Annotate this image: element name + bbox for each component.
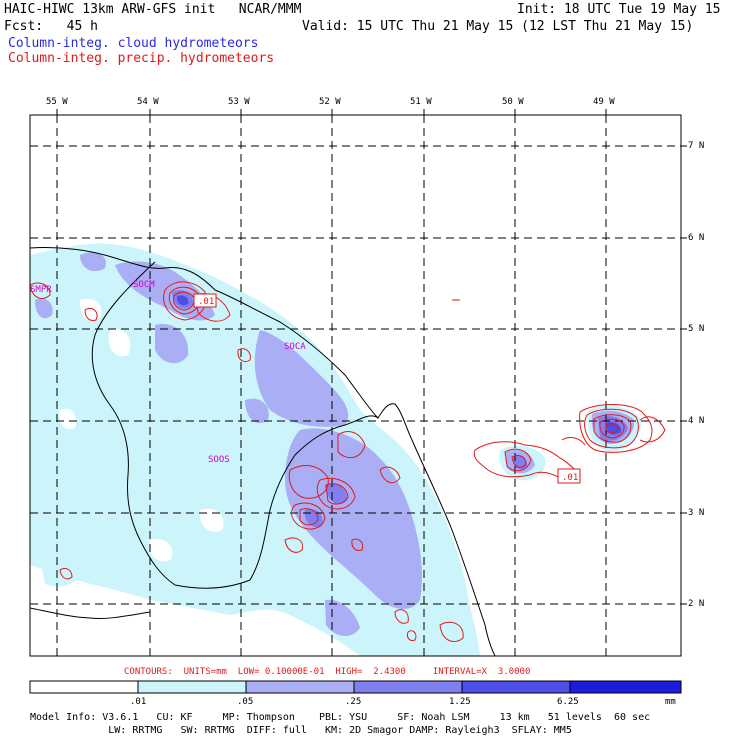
lon-label-50w: 50 W	[502, 97, 524, 107]
colorbar-bin-5	[569, 680, 682, 694]
contours-info: CONTOURS: UNITS=mm LOW= 0.10000E-01 HIGH…	[124, 667, 531, 677]
lon-label-55w: 55 W	[46, 97, 68, 107]
coastline	[30, 247, 496, 656]
map-title: HAIC-HIWC 13km ARW-GFS init NCAR/MMM	[4, 2, 302, 17]
legend-precip: Column-integ. precip. hydrometeors	[8, 51, 275, 66]
colorbar-label-0: .01	[130, 697, 147, 707]
lat-label-4n: 4 N	[688, 416, 705, 426]
colorbar-label-3: 1.25	[449, 697, 471, 707]
contour-label-1: .01	[198, 297, 214, 307]
colorbar-bin-3	[353, 680, 463, 694]
colorbar-bin-2	[245, 680, 355, 694]
lon-label-51w: 51 W	[410, 97, 432, 107]
colorbar-bin-4	[461, 680, 571, 694]
colorbar-units: mm	[665, 697, 676, 707]
lat-label-7n: 7 N	[688, 141, 705, 151]
valid-time: Valid: 15 UTC Thu 21 May 15 (12 LST Thu …	[302, 19, 694, 34]
lon-label-53w: 53 W	[228, 97, 250, 107]
station-label-smpr: SMPR	[30, 285, 52, 295]
map-frame	[29, 114, 682, 657]
lon-label-52w: 52 W	[319, 97, 341, 107]
lon-label-54w: 54 W	[137, 97, 159, 107]
lat-label-2n: 2 N	[688, 599, 705, 609]
station-label-soca: SOCA	[284, 342, 306, 352]
lat-label-3n: 3 N	[688, 508, 705, 518]
colorbar-label-2: .25	[345, 697, 362, 707]
colorbar-bin-0	[29, 680, 139, 694]
colorbar-label-1: .05	[237, 697, 254, 707]
init-time: Init: 18 UTC Tue 19 May 15	[517, 2, 721, 17]
lon-label-49w: 49 W	[593, 97, 615, 107]
colorbar-bin-1	[137, 680, 247, 694]
model-info-line2: LW: RRTMG SW: RRTMG DIFF: full KM: 2D Sm…	[30, 725, 572, 736]
station-label-socm: SOCM	[133, 280, 155, 290]
lat-label-6n: 6 N	[688, 233, 705, 243]
contour-label-group-1: .01	[193, 293, 217, 308]
legend-cloud: Column-integ. cloud hydrometeors	[8, 36, 259, 51]
forecast-hour: Fcst: 45 h	[4, 19, 98, 34]
contour-label-2: .01	[562, 473, 578, 483]
station-label-soos: SOOS	[208, 455, 230, 465]
lat-label-5n: 5 N	[688, 324, 705, 334]
model-info-line1: Model Info: V3.6.1 CU: KF MP: Thompson P…	[30, 712, 651, 723]
colorbar	[29, 680, 682, 694]
colorbar-label-4: 6.25	[557, 697, 579, 707]
contour-label-group-2: .01	[557, 468, 581, 484]
